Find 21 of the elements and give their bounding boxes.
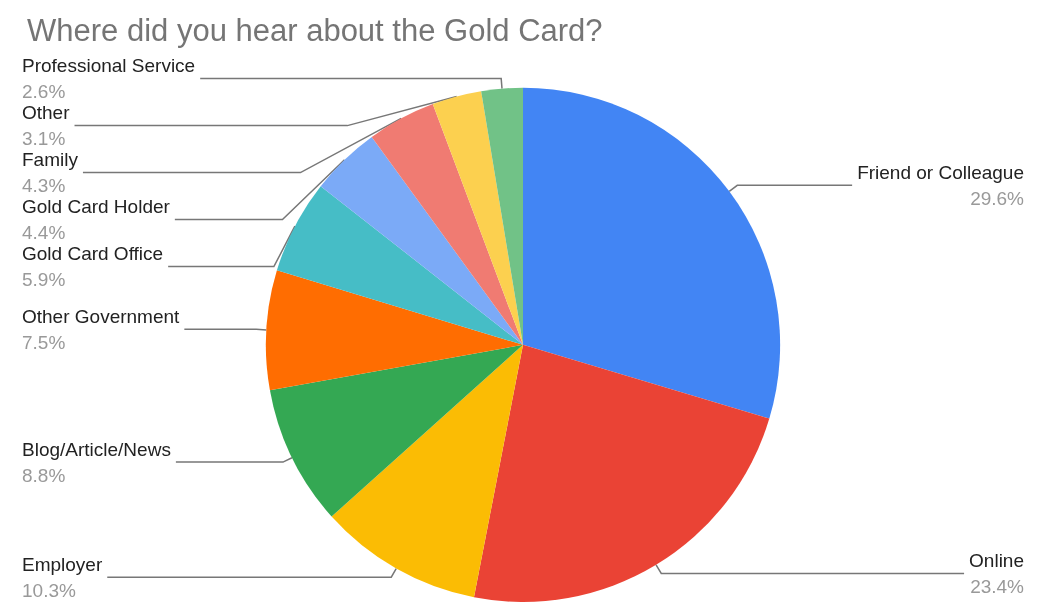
slice-label: Other [22, 102, 71, 124]
data-label: 3.1% [22, 128, 66, 150]
data-label: 10.3% [22, 579, 76, 601]
data-label: 4.4% [22, 222, 66, 244]
data-label: 5.9% [22, 269, 66, 291]
slice-label: Online [969, 549, 1024, 571]
slice-label: Friend or Colleague [857, 161, 1024, 183]
data-label: 8.8% [22, 464, 66, 486]
slice-label: Gold Card Office [22, 243, 164, 265]
data-label: 2.6% [22, 81, 66, 103]
slice-label: Professional Service [22, 55, 196, 77]
slice-label: Blog/Article/News [22, 438, 171, 460]
slice-label: Other Government [22, 305, 181, 327]
data-label: 7.5% [22, 331, 66, 353]
data-label: 23.4% [970, 575, 1025, 597]
slice-label: Gold Card Holder [22, 196, 171, 218]
data-label: 4.3% [22, 175, 66, 197]
chart-title: Where did you hear about the Gold Card? [27, 13, 603, 48]
slice-label: Family [22, 149, 79, 171]
data-label: 29.6% [970, 187, 1025, 209]
slice-label: Employer [22, 553, 103, 575]
